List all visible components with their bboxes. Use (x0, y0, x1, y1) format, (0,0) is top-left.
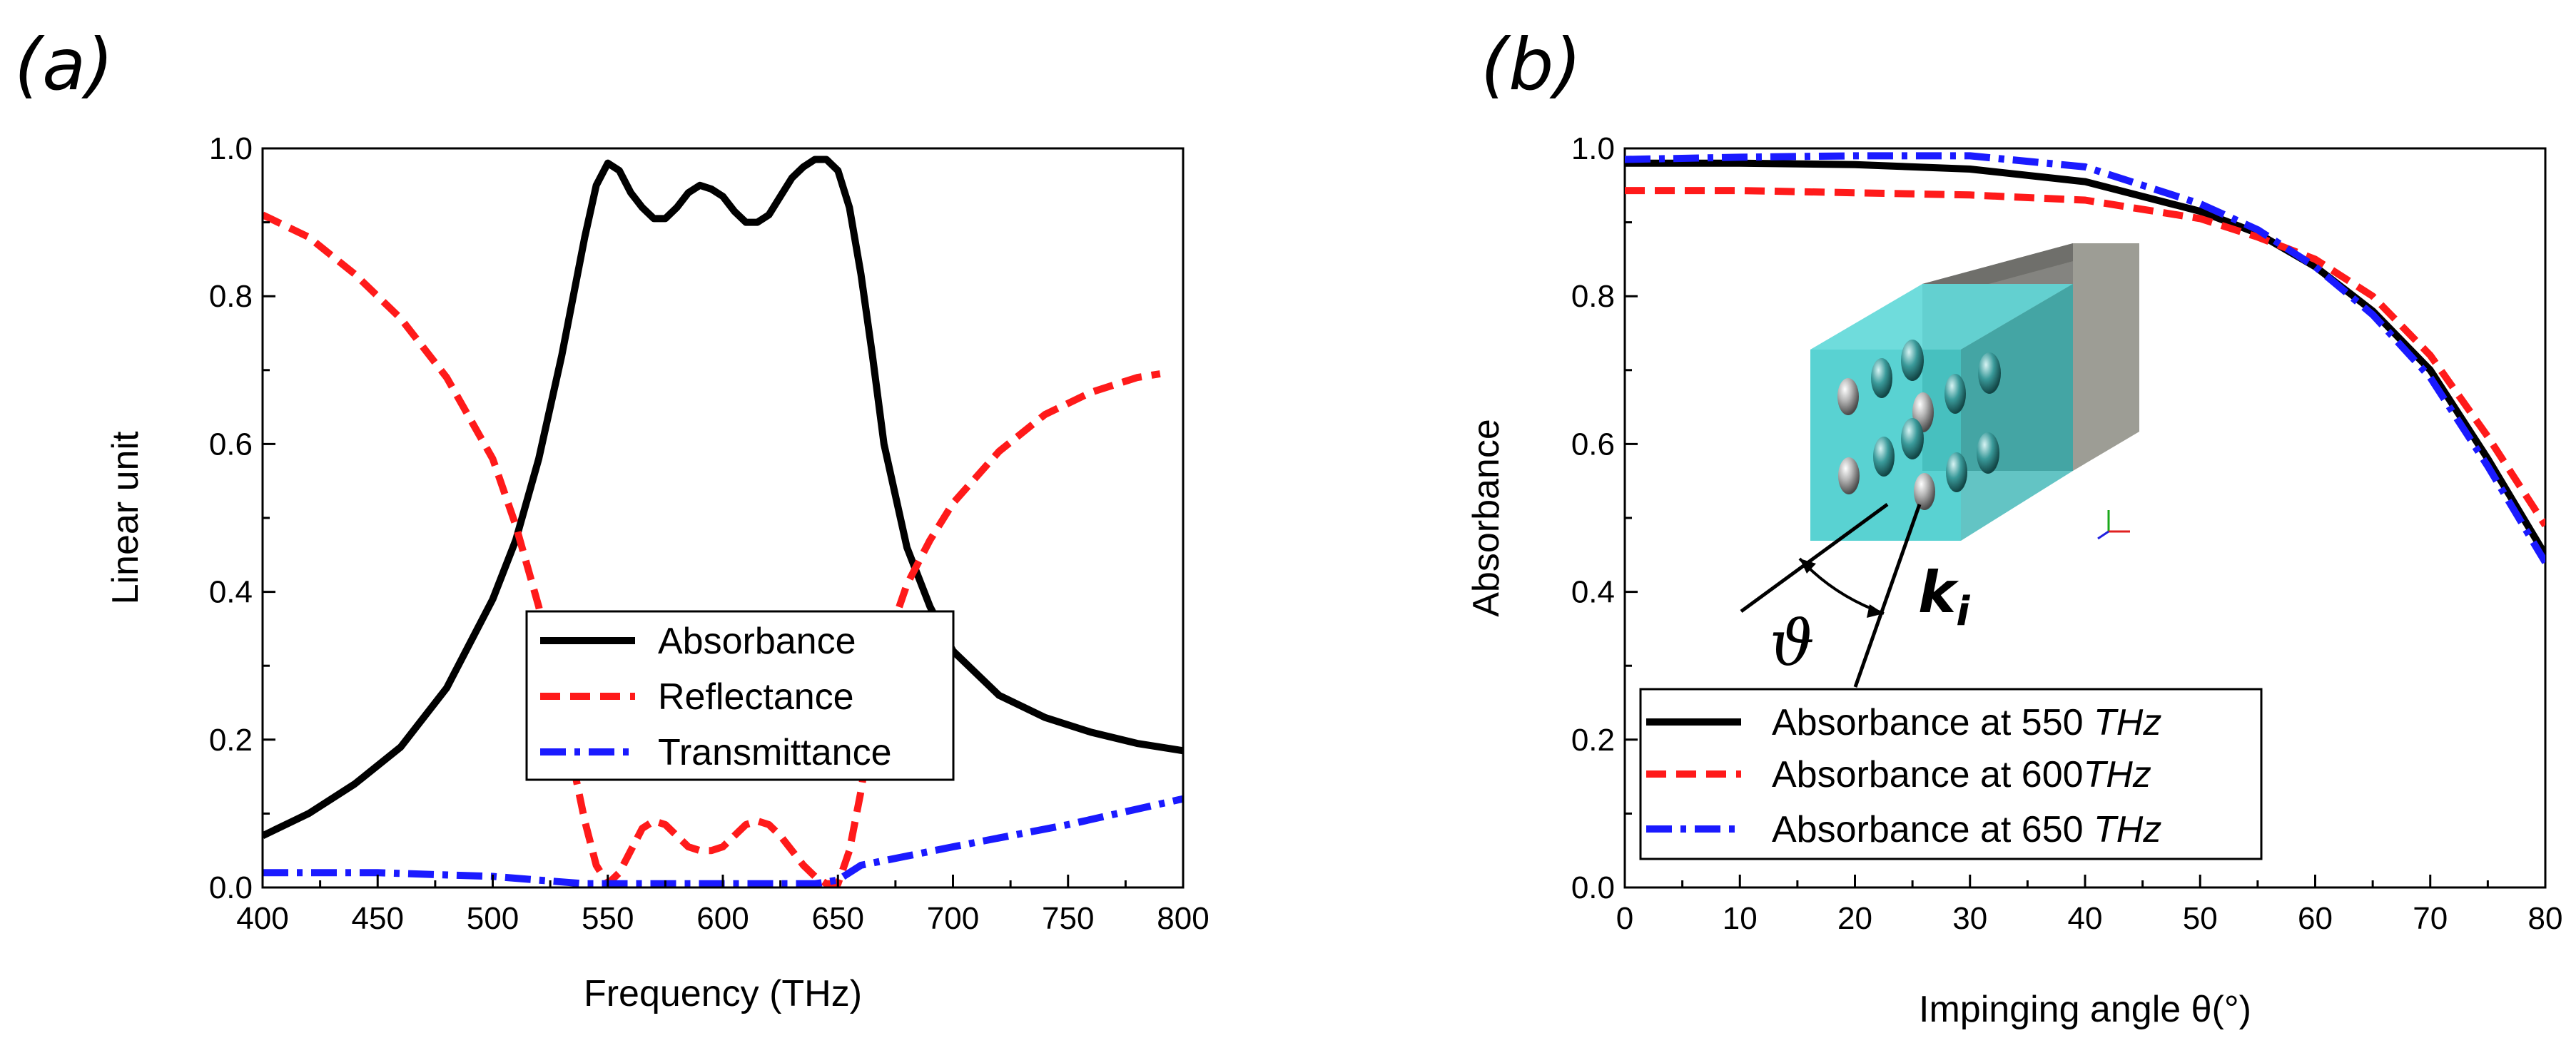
geometry-inset: ϑ ki (1740, 243, 2139, 688)
panel-b-series-2 (1625, 187, 2545, 528)
axis-triad-icon (2097, 510, 2130, 540)
panel-a-xtick-label: 450 (352, 901, 404, 936)
legend-label-550-text: Absorbance at 550 (1772, 702, 2094, 743)
legend-label-600-unit: THz (2084, 754, 2151, 795)
legend-label-650-unit: THz (2094, 809, 2161, 850)
legend-label-600-text: Absorbance at 600 (1772, 754, 2084, 795)
nanoparticle (1901, 340, 1924, 381)
panel-b-xtick-label: 70 (2413, 901, 2448, 936)
nanoparticle (1977, 432, 1999, 474)
panel-b-label: (b) (1481, 23, 1582, 106)
legend-label-550-unit: THz (2094, 702, 2161, 743)
panel-b-axes: 0 10 20 30 40 50 60 70 80 0.0 0.2 0.4 0.6 0.8 1.0 (1571, 131, 2563, 936)
panel-b-series-1 (1625, 159, 2545, 557)
legend-label-650: Absorbance at 650 THz (1772, 809, 2161, 850)
panel-a-xtick-label: 400 (236, 901, 288, 936)
cube-side (1961, 284, 2073, 541)
panel-a-ytick-label: 0.0 (209, 870, 253, 905)
panel-a: (a) 400 450 500 550 600 650 700 750 800 0.0 0.2 0.4… (14, 23, 1210, 1014)
panel-a-ytick-label: 1.0 (209, 131, 253, 166)
legend-label-600: Absorbance at 600THz (1772, 754, 2151, 795)
panel-b-xtick-label: 10 (1723, 901, 1758, 936)
panel-b-series-3 (1625, 152, 2545, 564)
panel-a-xtick-label: 650 (812, 901, 864, 936)
panel-a-label: (a) (14, 23, 113, 106)
nanoparticle (1838, 457, 1860, 494)
nanoparticle (1944, 374, 1966, 414)
panel-a-xtick-label: 800 (1157, 901, 1209, 936)
panel-a-legend: Absorbance Reflectance Transmittance (525, 610, 955, 781)
incident-wavevector-line (1853, 504, 1922, 688)
panel-b-xlabel: Impinging angle θ(°) (1919, 989, 2251, 1030)
panel-a-series-2 (263, 211, 1161, 887)
panel-a-xtick-label: 750 (1042, 901, 1094, 936)
nanoparticle (1946, 452, 1967, 492)
panel-a-xtick-label: 600 (696, 901, 749, 936)
panel-a-ytick-label: 0.8 (209, 279, 253, 314)
panel-b-xtick-label: 20 (1837, 901, 1872, 936)
nanoparticle (1914, 473, 1935, 510)
panel-b-legend-box (1639, 688, 2263, 860)
panel-a-axes: 400 450 500 550 600 650 700 750 800 0.0 0.2 0.4 0.6 0… (209, 131, 1210, 936)
panel-b-ytick-label: 0.2 (1571, 723, 1615, 758)
arc-arrowhead (1867, 604, 1884, 618)
panel-b-series (1625, 152, 2545, 564)
panel-b-ytick-label: 1.0 (1571, 131, 1615, 166)
nanoparticle (1871, 358, 1892, 398)
wavevector-label: ki (1918, 559, 1970, 635)
legend-label-transmittance: Transmittance (658, 732, 892, 773)
panel-b-ytick-label: 0.0 (1571, 870, 1615, 905)
nanoparticle (1978, 352, 2001, 394)
panel-a-xtick-label: 500 (467, 901, 519, 936)
panel-a-series-1 (263, 156, 1183, 840)
wavevector-subscript: i (1956, 589, 1970, 635)
legend-label-650-text: Absorbance at 650 (1772, 809, 2094, 850)
angle-symbol: ϑ (1770, 606, 1815, 680)
panel-b-xtick-label: 40 (2068, 901, 2103, 936)
nanoparticle (1837, 378, 1859, 415)
arc-arrowhead (1800, 559, 1816, 574)
nanoparticle (1873, 437, 1895, 477)
panel-b-legend: Absorbance at 550 THz Absorbance at 600T… (1639, 688, 2263, 860)
panel-b-ytick-label: 0.8 (1571, 279, 1615, 314)
panel-b-xtick-label: 30 (1952, 901, 1987, 936)
panel-a-xlabel: Frequency (THz) (584, 973, 862, 1014)
cube-top (1810, 284, 2073, 350)
wavevector-symbol: k (1918, 559, 1959, 626)
panel-a-ytick-label: 0.4 (209, 575, 253, 610)
panel-b-xtick-label: 60 (2298, 901, 2333, 936)
back-block-side (2073, 243, 2139, 471)
nanoparticle (1901, 418, 1924, 459)
panel-b-ytick-label: 0.6 (1571, 427, 1615, 462)
panel-b-xtick-label: 0 (1616, 901, 1633, 936)
legend-label-550: Absorbance at 550 THz (1772, 702, 2161, 743)
panel-a-series-3 (263, 795, 1183, 887)
panel-b-xtick-label: 80 (2528, 901, 2563, 936)
panel-b-xtick-label: 50 (2183, 901, 2218, 936)
normal-line (1740, 502, 1889, 614)
legend-label-reflectance: Reflectance (658, 676, 854, 718)
panel-b-ytick-label: 0.4 (1571, 575, 1615, 610)
panel-a-ytick-label: 0.2 (209, 723, 253, 758)
panel-a-xtick-label: 550 (582, 901, 634, 936)
legend-label-absorbance: Absorbance (658, 621, 856, 662)
panel-b: (b) 0 10 20 30 40 50 60 70 80 0.0 0.2 0.4 0.6 0.8 1.0 (1466, 23, 2562, 1030)
panel-a-ytick-label: 0.6 (209, 427, 253, 462)
panel-a-ylabel: Linear unit (105, 431, 146, 604)
panel-b-ylabel: Absorbance (1466, 419, 1507, 617)
panel-a-xtick-label: 700 (927, 901, 979, 936)
